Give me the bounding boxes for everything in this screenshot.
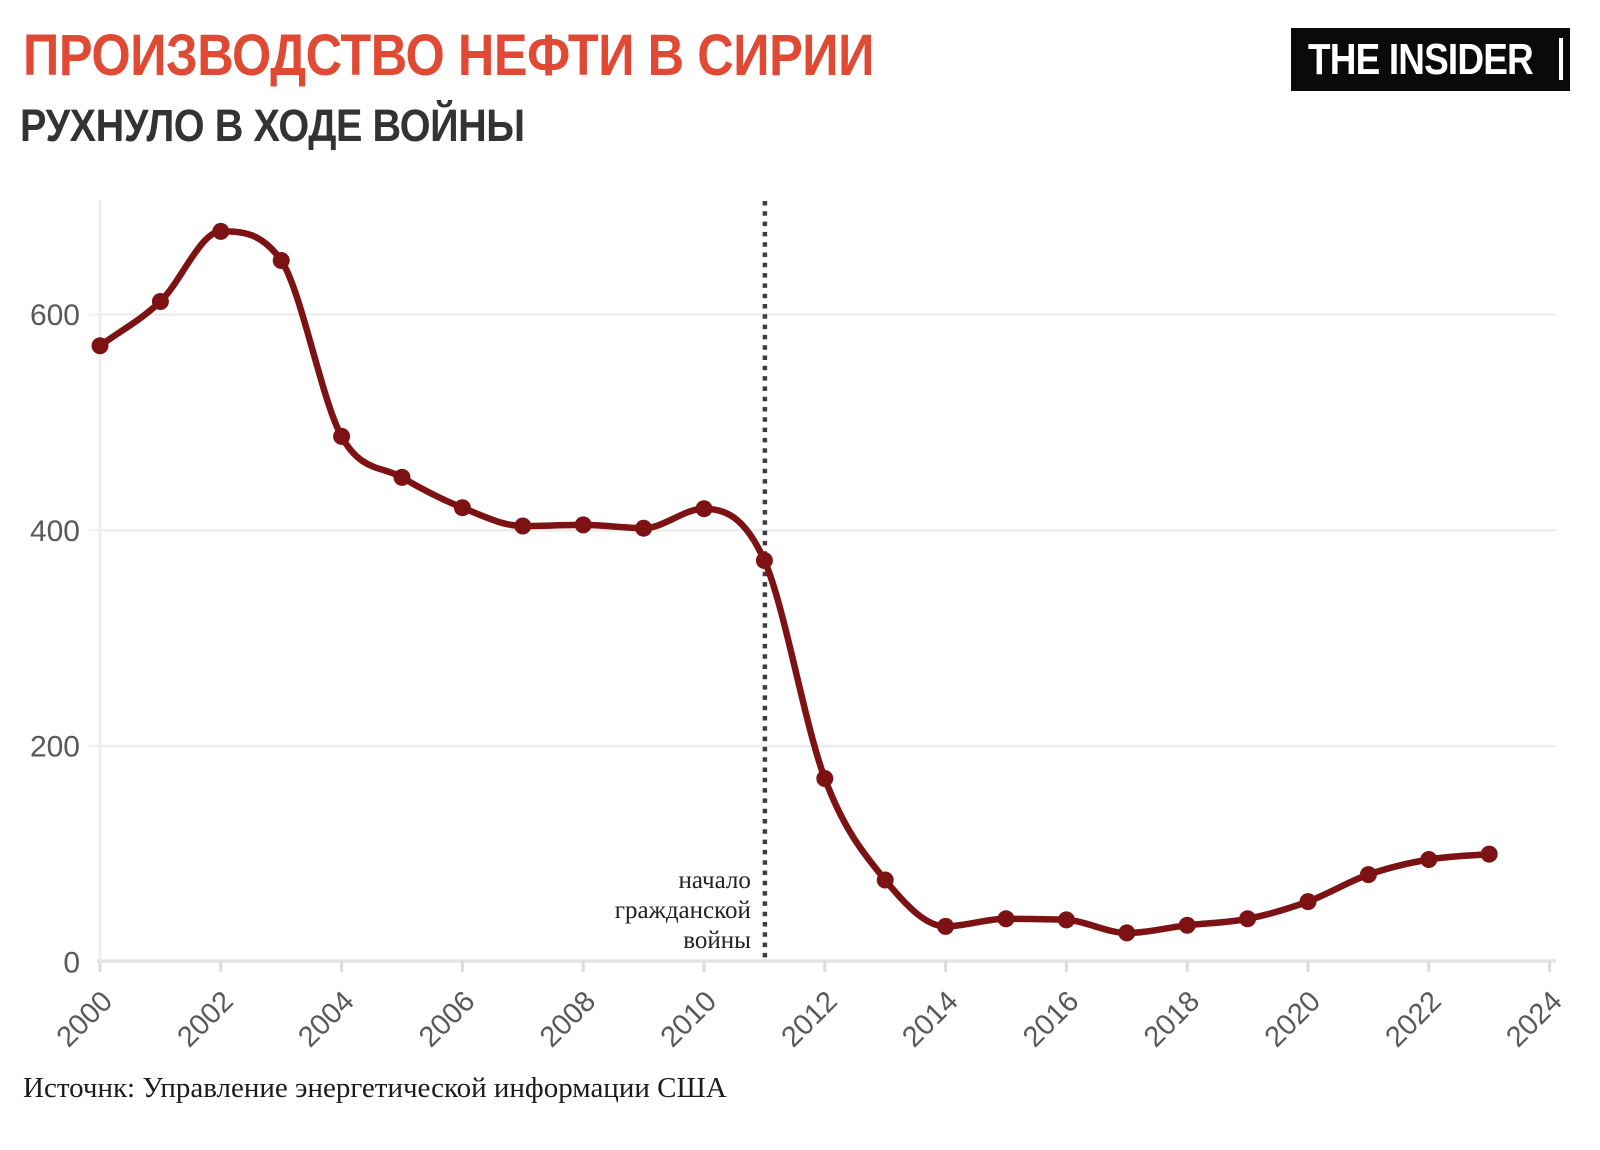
y-axis-tick-label: 200 [30, 731, 80, 764]
x-axis-tick-label: 2010 [655, 985, 723, 1053]
data-point-marker [635, 519, 653, 537]
civil-war-annotation-line: гражданской [615, 897, 751, 924]
data-point-marker [876, 871, 894, 889]
production-line [96, 228, 1493, 937]
data-point-marker [937, 917, 955, 935]
x-axis-tick-label: 2014 [896, 985, 964, 1053]
data-point-marker [1299, 893, 1317, 911]
data-point-marker [151, 293, 169, 310]
data-point-marker [574, 516, 592, 534]
data-point-marker [91, 337, 109, 355]
x-axis-tick-label: 2024 [1500, 985, 1568, 1053]
source-note: Источнк: Управление энергетической инфор… [23, 1072, 727, 1104]
data-point-marker [997, 910, 1015, 928]
data-point-marker [1057, 911, 1075, 929]
page-subtitle: РУХНУЛО В ХОДЕ ВОЙНЫ [20, 100, 525, 151]
x-axis-tick-label: 2006 [413, 985, 481, 1053]
x-axis-tick-label: 2012 [776, 985, 844, 1053]
y-axis-tick-label: 0 [63, 947, 80, 980]
x-axis-tick-label: 2020 [1259, 985, 1327, 1053]
logo-cursor-bar [1559, 38, 1563, 80]
civil-war-annotation-line: войны [683, 927, 751, 954]
data-point-marker [393, 468, 411, 486]
data-point-marker [212, 222, 230, 240]
data-point-marker [1118, 924, 1136, 942]
x-axis-tick-label: 2004 [292, 985, 360, 1053]
x-axis-tick-label: 2016 [1017, 985, 1085, 1053]
x-axis-tick-label: 2000 [51, 985, 119, 1053]
data-point-marker [755, 552, 773, 569]
data-point-marker [514, 517, 532, 535]
x-axis-tick-label: 2018 [1138, 985, 1206, 1053]
the-insider-logo: THE INSIDER [1291, 28, 1570, 91]
x-axis-tick-label: 2002 [172, 985, 240, 1053]
data-point-marker [1178, 916, 1196, 934]
y-axis-tick-label: 400 [30, 515, 80, 548]
logo-text: THE INSIDER [1308, 34, 1534, 84]
data-point-marker [333, 427, 351, 445]
page-title: ПРОИЗВОДСТВО НЕФТИ В СИРИИ [23, 23, 874, 88]
data-point-marker [272, 252, 290, 269]
data-point-marker [1359, 866, 1377, 884]
x-axis-tick-label: 2008 [534, 985, 602, 1053]
data-point-marker [816, 770, 834, 787]
data-point-marker [453, 499, 471, 517]
y-axis-tick-label: 600 [30, 299, 80, 332]
data-point-marker [1480, 845, 1498, 863]
x-axis-tick-label: 2022 [1380, 985, 1448, 1053]
data-point-marker [1239, 910, 1257, 928]
data-point-marker [1420, 851, 1438, 868]
civil-war-annotation-line: начало [679, 867, 751, 894]
data-point-marker [695, 500, 713, 518]
